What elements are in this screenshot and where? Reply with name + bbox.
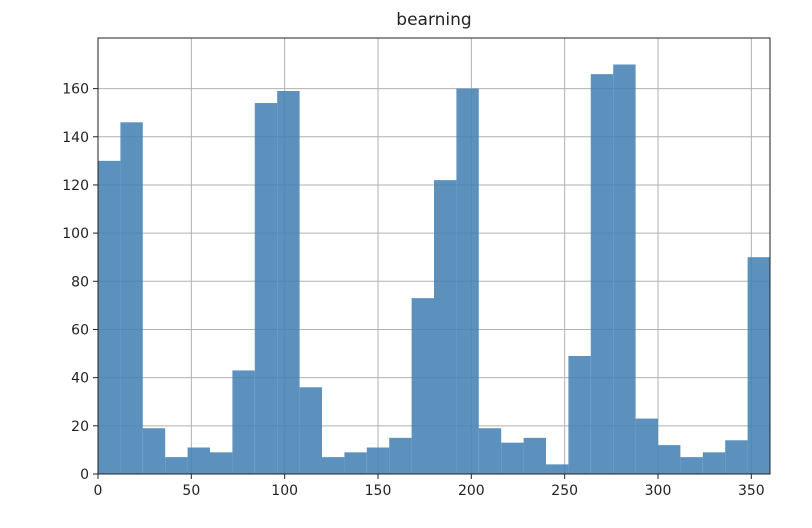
bar xyxy=(523,437,546,474)
x-tick-label: 200 xyxy=(458,483,485,499)
bar xyxy=(254,103,278,475)
x-tick-label: 100 xyxy=(271,483,298,499)
x-tick-label: 250 xyxy=(551,483,578,499)
x-tick-label: 350 xyxy=(738,483,765,499)
bar xyxy=(478,428,502,474)
chart-title: bearning xyxy=(396,10,471,30)
y-tick-label: 120 xyxy=(62,178,89,194)
bar xyxy=(344,452,367,474)
y-tick-label: 60 xyxy=(71,322,89,338)
bar xyxy=(210,452,233,474)
bar xyxy=(142,428,166,474)
bar xyxy=(299,387,322,474)
bar xyxy=(277,90,300,474)
bar xyxy=(613,64,636,474)
bar xyxy=(434,180,457,474)
bar xyxy=(456,88,479,474)
bar xyxy=(366,447,390,474)
x-tick-label: 150 xyxy=(365,483,392,499)
bar xyxy=(165,457,188,474)
bar xyxy=(702,452,726,474)
y-tick-label: 40 xyxy=(71,371,89,387)
y-tick-label: 140 xyxy=(62,130,89,146)
y-tick-label: 160 xyxy=(62,82,89,98)
x-tick-label: 50 xyxy=(182,483,200,499)
bar xyxy=(546,464,569,474)
y-tick-label: 20 xyxy=(71,419,89,435)
bar xyxy=(232,370,255,474)
bar xyxy=(98,160,121,474)
bar xyxy=(747,257,770,474)
x-tick-label: 300 xyxy=(645,483,672,499)
bar xyxy=(322,457,345,474)
bar xyxy=(411,298,434,474)
y-tick-label: 80 xyxy=(71,274,89,290)
bar xyxy=(725,440,748,474)
bar xyxy=(680,457,703,474)
bar xyxy=(658,445,681,474)
bar xyxy=(187,447,210,474)
bar xyxy=(389,437,412,474)
x-tick-label: 0 xyxy=(94,483,103,499)
bar xyxy=(568,355,591,474)
bar xyxy=(120,122,143,475)
bar xyxy=(635,418,658,474)
plot-frame xyxy=(97,37,771,475)
bar xyxy=(590,74,614,474)
bar xyxy=(501,442,524,474)
y-tick-label: 0 xyxy=(80,467,89,483)
y-tick-label: 100 xyxy=(62,226,89,242)
